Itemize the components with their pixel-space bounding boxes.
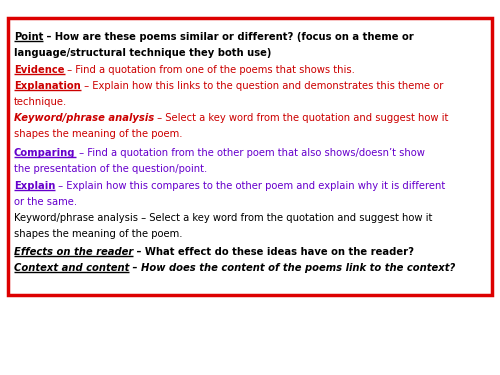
Text: Keyword/phrase analysis: Keyword/phrase analysis xyxy=(14,113,154,123)
Text: – Find a quotation from one of the poems that shows this.: – Find a quotation from one of the poems… xyxy=(64,65,356,75)
Text: – How does the content of the poems link to the context?: – How does the content of the poems link… xyxy=(130,263,456,273)
Text: shapes the meaning of the poem.: shapes the meaning of the poem. xyxy=(14,129,182,139)
Text: language/structural technique they both use): language/structural technique they both … xyxy=(14,48,272,58)
Text: – What effect do these ideas have on the reader?: – What effect do these ideas have on the… xyxy=(133,247,414,257)
Text: – Explain how this links to the question and demonstrates this theme or: – Explain how this links to the question… xyxy=(81,81,443,91)
Text: the presentation of the question/point.: the presentation of the question/point. xyxy=(14,164,207,174)
Text: shapes the meaning of the poem.: shapes the meaning of the poem. xyxy=(14,229,182,239)
Text: – Select a key word from the quotation and suggest how it: – Select a key word from the quotation a… xyxy=(138,213,432,223)
Text: – Find a quotation from the other poem that also shows/doesn’t show: – Find a quotation from the other poem t… xyxy=(76,148,424,158)
Text: technique.: technique. xyxy=(14,97,67,107)
Text: Effects on the reader: Effects on the reader xyxy=(14,247,133,257)
Text: Context and content: Context and content xyxy=(14,263,130,273)
Text: Explanation: Explanation xyxy=(14,81,81,91)
Text: or the same.: or the same. xyxy=(14,197,77,207)
Text: – How are these poems similar or different? (focus on a theme or: – How are these poems similar or differe… xyxy=(44,32,414,42)
Text: Keyword/phrase analysis: Keyword/phrase analysis xyxy=(14,213,138,223)
Text: Explain: Explain xyxy=(14,181,56,191)
Text: Comparing: Comparing xyxy=(14,148,76,158)
Text: – Explain how this compares to the other poem and explain why it is different: – Explain how this compares to the other… xyxy=(56,181,446,191)
Text: Point: Point xyxy=(14,32,44,42)
Text: – Select a key word from the quotation and suggest how it: – Select a key word from the quotation a… xyxy=(154,113,448,123)
Bar xyxy=(8,18,492,295)
Text: Evidence: Evidence xyxy=(14,65,64,75)
